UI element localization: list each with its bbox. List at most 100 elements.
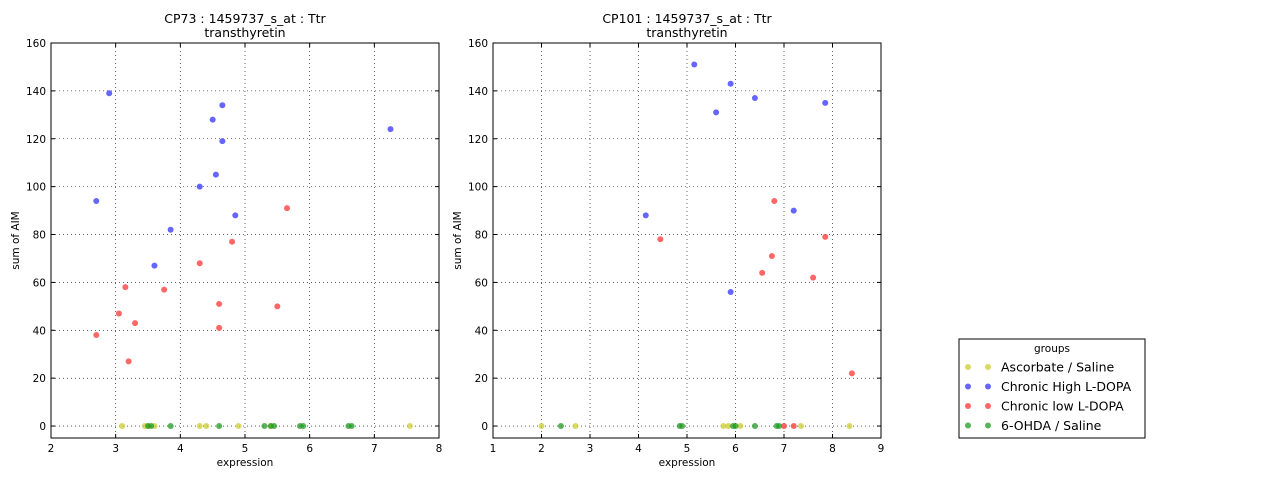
y-tick-label: 60 [475, 277, 488, 289]
y-tick-label: 140 [26, 86, 46, 98]
plot-frame [492, 42, 882, 439]
x-tick-label: 2 [538, 443, 545, 455]
legend-marker [985, 364, 991, 370]
data-point [679, 423, 686, 430]
data-point [115, 310, 122, 317]
x-tick-label: 6 [732, 443, 739, 455]
x-tick-label: 7 [781, 443, 788, 455]
data-point [727, 288, 734, 295]
data-point [216, 324, 223, 331]
x-tick-label: 4 [177, 443, 184, 455]
y-tick-label: 120 [468, 134, 488, 146]
data-point [132, 320, 139, 327]
x-axis-label: expression [217, 457, 274, 469]
legend-entry: Chronic low L-DOPA [965, 399, 1124, 414]
legend-marker [985, 383, 991, 390]
legend-marker [965, 422, 971, 429]
y-axis-label: sum of AIM [10, 211, 22, 270]
data-point [771, 198, 778, 204]
legend: groups Ascorbate / Saline Chronic High L-… [958, 338, 1146, 439]
data-point [691, 61, 698, 68]
data-point [122, 284, 129, 291]
series-4 [145, 423, 355, 430]
legend-label: Ascorbate / Saline [1001, 360, 1115, 375]
data-point [776, 423, 783, 430]
data-point [125, 358, 132, 365]
y-tick-label: 60 [33, 277, 46, 289]
x-tick-label: 5 [242, 443, 249, 455]
data-point [822, 233, 829, 240]
data-point [387, 126, 394, 133]
data-point [406, 423, 413, 430]
data-point [810, 274, 817, 281]
data-point [106, 90, 113, 97]
x-tick-label: 1 [490, 443, 497, 455]
legend-marker [965, 383, 971, 390]
data-point [93, 332, 100, 339]
data-point [790, 207, 797, 214]
y-tick-label: 100 [26, 182, 46, 194]
legend-entry: 6-OHDA / Saline [965, 418, 1102, 433]
data-point [725, 423, 732, 430]
data-point [822, 99, 829, 106]
plot-area [493, 43, 881, 438]
data-point [727, 80, 734, 87]
y-tick-label: 160 [468, 38, 488, 50]
y-tick-label: 20 [33, 373, 46, 385]
data-point [196, 260, 203, 267]
y-tick-label: 0 [39, 421, 46, 433]
y-tick-label: 100 [468, 182, 488, 194]
data-point [751, 95, 758, 102]
data-point [848, 370, 855, 377]
data-point [781, 423, 787, 430]
data-point [232, 212, 239, 219]
series-3 [657, 198, 855, 430]
data-point [203, 423, 210, 430]
data-point [216, 423, 223, 430]
data-point [713, 109, 720, 116]
data-point [790, 423, 797, 430]
x-tick-label: 4 [635, 443, 642, 455]
data-point [300, 423, 307, 430]
data-point [737, 423, 744, 430]
data-point [557, 423, 564, 430]
x-tick-label: 7 [371, 443, 378, 455]
y-tick-label: 120 [26, 134, 46, 146]
data-point [284, 205, 291, 212]
data-point [538, 423, 545, 430]
x-tick-label: 2 [48, 443, 55, 455]
data-point [732, 423, 739, 430]
data-point [274, 303, 281, 310]
series-4 [557, 423, 783, 430]
legend-label: Chronic low L-DOPA [1001, 399, 1124, 414]
legend-marker [985, 403, 991, 409]
data-point [768, 253, 775, 260]
plot-frame [50, 42, 440, 439]
data-point [219, 102, 226, 109]
y-tick-label: 0 [481, 421, 488, 433]
legend-title: groups [1034, 343, 1070, 355]
y-tick-label: 80 [33, 230, 46, 242]
data-point [216, 300, 223, 307]
x-axis-label: expression [659, 457, 716, 469]
data-point [271, 423, 278, 430]
series-2 [93, 90, 394, 269]
y-axis-label: sum of AIM [452, 211, 464, 270]
chart-panel-2: 1 2 3 4 5 6 7 8 9 0 20 40 60 80 100 120 140 160 CP101 : 14… [452, 11, 884, 469]
legend-entry: Chronic High L-DOPA [965, 379, 1132, 394]
x-tick-label: 8 [436, 443, 443, 455]
data-point [642, 212, 649, 219]
data-point [348, 423, 355, 430]
series-3 [93, 205, 291, 365]
data-point [572, 423, 579, 430]
data-point [759, 269, 766, 276]
legend-label: Chronic High L-DOPA [1001, 379, 1132, 394]
data-point [657, 236, 664, 243]
legend-entry: Ascorbate / Saline [965, 360, 1115, 375]
data-point [161, 286, 168, 293]
series-2 [642, 61, 829, 295]
data-point [261, 423, 268, 430]
y-tick-label: 20 [475, 373, 488, 385]
